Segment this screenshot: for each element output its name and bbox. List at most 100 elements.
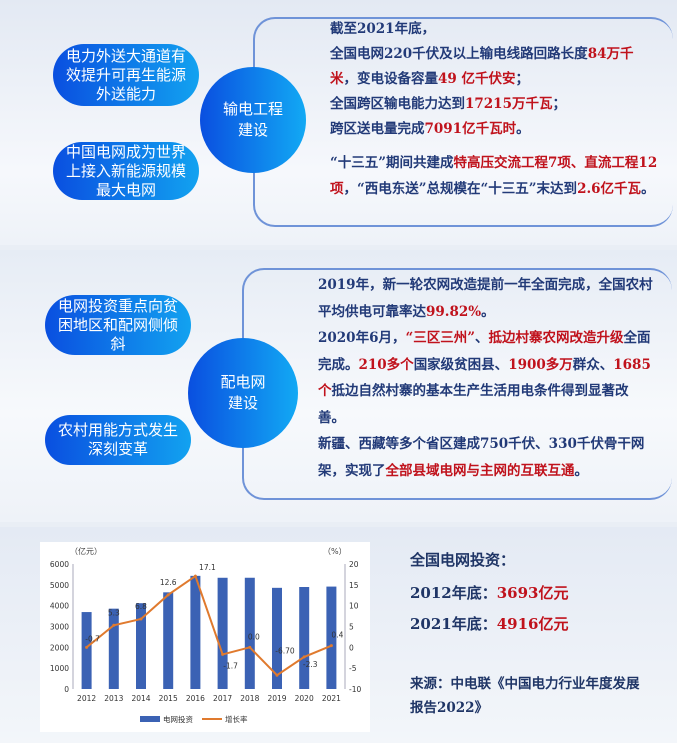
text-paragraph: 2020年6月，“三区三州”、抵边村寨农网改造升级全面完成。210多个国家级贫困…: [318, 325, 653, 431]
x-tick-label: 2016: [186, 694, 205, 703]
legend-bar-label: 电网投资: [163, 714, 193, 724]
x-tick-label: 2014: [131, 694, 150, 703]
left-tick-label: 5000: [50, 581, 69, 590]
x-tick-label: 2017: [213, 694, 232, 703]
growth-point-2021: [329, 644, 333, 648]
text-run: 。: [481, 303, 495, 320]
text-run: 抵边村寨农网改造升级: [488, 330, 624, 346]
text-run: 2019年，新一轮农网改造提前一年全面完成，全国农村平均供电可靠率达: [318, 277, 653, 320]
x-tick-label: 2012: [77, 694, 96, 703]
bar-2016: [190, 575, 201, 689]
investment-chart: （亿元） （%） 0 1000 2000 3000 4000 5000 6000 -10 -5 0 5 1…: [40, 542, 370, 732]
data-label: -0.7: [85, 634, 100, 643]
text-paragraph: “十三五”期间共建成特高压交流工程7项、直流工程12项，“西电东送”总规模在“十…: [330, 150, 660, 202]
section-distribution: 电网投资重点向贫困地区和配网侧倾斜 农村用能方式发生深刻变革 配电网 建设 201…: [0, 250, 677, 522]
bar-2014: [136, 603, 146, 689]
text-run: 国家级贫困县、: [413, 356, 509, 373]
growth-point-2019: [275, 673, 279, 677]
right-tick-label: 5: [349, 623, 354, 632]
legend-line-label: 增长率: [225, 714, 248, 724]
data-label: -2.3: [303, 660, 318, 669]
right-tick-label: 20: [349, 560, 359, 569]
data-label: 6.8: [135, 602, 147, 611]
text-run: 跨区送电量完成: [330, 121, 425, 137]
topic-circle: 输电工程 建设: [200, 67, 306, 173]
text-run: 49 亿千伏安: [438, 71, 516, 87]
text-run: ，“西电东送”总规模在“十三五”末达到: [343, 181, 578, 197]
right-axis-label: （%）: [323, 547, 347, 556]
bar-2015: [163, 592, 174, 689]
bar-2019: [272, 587, 282, 689]
text-run: 群众、: [572, 356, 614, 373]
text-run: 全部县域电网与主网的互联互通: [385, 462, 575, 479]
text-run: 新疆、西藏等多个省区建成750千伏、330千伏骨干网架，实现了: [318, 436, 645, 479]
data-label: 12.6: [160, 578, 177, 587]
text-run: 210多个: [358, 356, 414, 373]
legend-bar-swatch: [140, 716, 160, 722]
summary-2012: 2012年底：3693亿元: [410, 584, 569, 602]
bar-2018: [244, 577, 255, 689]
bar-2017: [217, 577, 228, 689]
bar-2013: [108, 608, 119, 689]
text-run: 抵边自然村寨的基本生产生活用电条件得到显著改善。: [318, 383, 629, 426]
pill-4: 农村用能方式发生深刻变革: [45, 415, 191, 465]
right-tick-label: 0: [349, 643, 354, 652]
pill-1: 电力外送大通道有效提升可再生能源外送能力: [53, 44, 199, 106]
text-run: 。: [516, 121, 530, 137]
left-tick-label: 3000: [50, 623, 69, 632]
growth-point-2020: [302, 655, 306, 659]
transmission-text: 截至2021年底， 全国电网220千伏及以上输电线路回路长度84万千米，变电设备容…: [330, 17, 660, 142]
data-label: -6.70: [275, 646, 295, 655]
text-run: 全面完成。: [318, 330, 651, 373]
summary-2021: 2021年底：4916亿元: [410, 615, 569, 633]
x-tick-label: 2019: [267, 694, 286, 703]
right-tick-label: 15: [349, 581, 359, 590]
transmission-text-2: “十三五”期间共建成特高压交流工程7项、直流工程12项，“西电东送”总规模在“十…: [330, 150, 660, 202]
summary-title: 全国电网投资：: [410, 551, 516, 569]
text-paragraph: 2019年，新一轮农网改造提前一年全面完成，全国农村平均供电可靠率达99.82%…: [318, 272, 653, 325]
text-run: 、: [475, 330, 489, 346]
section-investment: （亿元） （%） 0 1000 2000 3000 4000 5000 6000 -10 -5 0 5 1…: [0, 527, 677, 743]
text-paragraph: 截至2021年底，: [330, 17, 660, 42]
source-note: 来源：中电联《中国电力行业年度发展报告2022》: [410, 676, 640, 716]
section-transmission: 电力外送大通道有效提升可再生能源外送能力 中国电网成为世界上接入新能源规模最大电…: [0, 0, 677, 245]
pill-2: 中国电网成为世界上接入新能源规模最大电网: [53, 142, 199, 200]
text-run: ；: [552, 96, 566, 112]
text-paragraph: 新疆、西藏等多个省区建成750千伏、330千伏骨干网架，实现了全部县域电网与主网…: [318, 431, 653, 484]
text-run: 84万千米: [330, 46, 634, 87]
text-run: 截至2021年底，: [330, 21, 436, 37]
data-label: -1.7: [223, 661, 238, 670]
growth-point-2018: [248, 645, 252, 649]
text-run: 全国电网220千伏及以上输电线路回路长度: [330, 46, 588, 62]
text-run: 全国跨区输电能力达到: [330, 96, 465, 112]
text-run: 2.6亿千瓦: [577, 181, 642, 197]
growth-point-2017: [221, 652, 225, 656]
text-run: 1900多万: [508, 356, 573, 373]
distribution-text: 2019年，新一轮农网改造提前一年全面完成，全国农村平均供电可靠率达99.82%…: [318, 272, 653, 484]
right-tick-label: -10: [349, 685, 361, 694]
text-run: 1685个: [318, 356, 651, 400]
text-run: 特高压交流工程7项、直流工程12项: [330, 155, 658, 197]
growth-point-2013: [112, 623, 116, 627]
text-paragraph: 全国跨区输电能力达到17215万千瓦；: [330, 92, 660, 117]
growth-point-2015: [166, 593, 170, 597]
left-tick-label: 0: [64, 685, 69, 694]
growth-point-2012: [85, 645, 89, 649]
x-tick-label: 2013: [104, 694, 123, 703]
x-tick-label: 2020: [295, 694, 314, 703]
text-run: 。: [574, 462, 589, 479]
pill-3: 电网投资重点向贫困地区和配网侧倾斜: [45, 295, 191, 355]
text-paragraph: 全国电网220千伏及以上输电线路回路长度84万千米，变电设备容量49 亿千伏安；: [330, 42, 660, 92]
growth-point-2014: [139, 617, 143, 621]
data-label: 0.4: [331, 631, 343, 640]
text-paragraph: 跨区送电量完成7091亿千瓦时。: [330, 117, 660, 142]
x-tick-label: 2015: [159, 694, 178, 703]
growth-line: [85, 574, 332, 677]
data-label: 0.0: [248, 632, 260, 641]
text-run: ；: [515, 71, 530, 87]
data-label: 5.3: [108, 608, 120, 617]
right-tick-label: 10: [349, 602, 359, 611]
data-label: 17.1: [199, 563, 216, 572]
left-tick-label: 1000: [50, 664, 69, 673]
text-run: ，变电设备容量: [343, 71, 439, 87]
